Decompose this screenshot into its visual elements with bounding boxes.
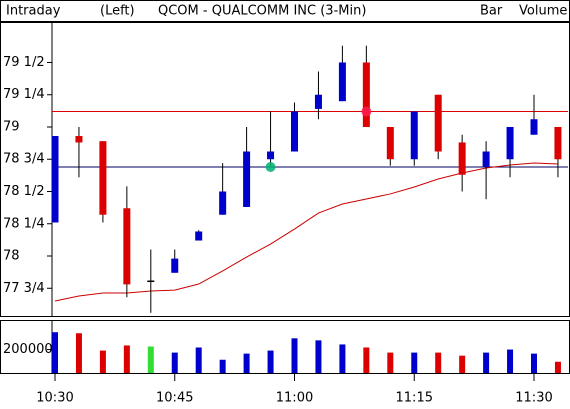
y-tick-label: 78 <box>3 249 20 264</box>
x-tick-label: 10:45 <box>156 391 193 406</box>
volume-bar <box>507 349 514 373</box>
candle-body <box>291 111 298 152</box>
marker <box>361 106 372 117</box>
volume-bar <box>315 340 322 373</box>
y-tick-label: 79 <box>3 119 20 134</box>
candle-body <box>410 111 418 160</box>
volume-bar <box>554 361 561 373</box>
volume-bar <box>147 346 154 373</box>
candle-body <box>386 126 394 160</box>
volume-bar <box>52 332 58 373</box>
candle-body <box>219 191 227 215</box>
volume-bar <box>99 350 106 373</box>
volume-bar <box>171 352 178 373</box>
candle-body <box>362 62 370 127</box>
candle-body <box>51 136 59 223</box>
x-tick-label: 10:30 <box>36 391 73 406</box>
period: Intraday <box>6 4 61 19</box>
candle-body <box>434 94 442 152</box>
candle-body <box>99 141 107 215</box>
candle-body <box>243 151 251 207</box>
candle-body <box>75 136 83 143</box>
volume-bar <box>219 359 226 373</box>
marker <box>265 161 276 172</box>
volume-bar <box>363 347 370 373</box>
y-tick-label: 79 1/2 <box>3 55 45 70</box>
y-tick-label: 77 3/4 <box>3 281 45 296</box>
moving-average <box>54 162 558 302</box>
volume-bar <box>339 344 346 373</box>
candle-body <box>147 280 155 283</box>
volume-bar <box>483 352 490 373</box>
candle-body <box>267 151 275 160</box>
y-tick-label: 78 3/4 <box>3 152 45 167</box>
volume-bar <box>387 352 394 373</box>
axis-side: (Left) <box>100 4 135 19</box>
volume-bar <box>291 338 298 373</box>
indicator: Volume <box>519 4 567 19</box>
volume-bar <box>459 355 466 373</box>
candle-body <box>554 126 562 160</box>
x-tick-label: 11:15 <box>396 391 433 406</box>
volume-bar <box>195 347 202 373</box>
y-tick-label: 78 1/2 <box>3 184 45 199</box>
candle-body <box>338 62 346 102</box>
volume-bar <box>267 350 274 373</box>
style: Bar <box>480 4 503 19</box>
price-pane <box>0 22 570 317</box>
candle-body <box>458 142 466 175</box>
x-tick-label: 11:30 <box>515 391 552 406</box>
volume-bar <box>411 352 418 373</box>
candle-body <box>530 119 538 135</box>
volume-tick-label: 200000 <box>3 342 53 357</box>
candle-body <box>123 208 131 285</box>
x-tick-label: 11:00 <box>276 391 313 406</box>
volume-bar <box>435 352 442 373</box>
candle-body <box>482 151 490 167</box>
y-tick-label: 79 1/4 <box>3 87 45 102</box>
volume-bar <box>75 333 82 373</box>
chart-title: QCOM - QUALCOMM INC (3-Min) <box>158 4 366 19</box>
candle-body <box>314 94 322 109</box>
candle-body <box>171 258 179 273</box>
candle-body <box>506 126 514 160</box>
y-tick-label: 78 1/4 <box>3 216 45 231</box>
candle-body <box>195 231 203 241</box>
volume-bar <box>123 345 130 373</box>
volume-bar <box>531 353 537 373</box>
volume-bar <box>243 353 250 373</box>
